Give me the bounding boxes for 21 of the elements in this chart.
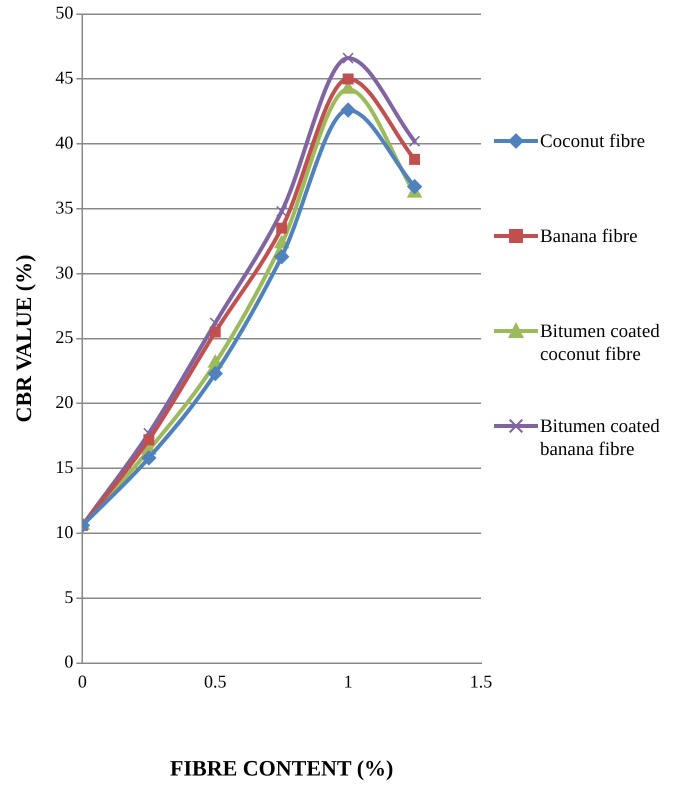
y-tick-label: 0 [64,652,74,672]
x-tick-label: 0.5 [204,672,227,692]
y-tick-label: 45 [55,68,74,88]
y-tick-label: 5 [64,586,74,607]
legend-label: Banana fibre [540,225,638,248]
y-tick-label: 40 [55,132,74,153]
y-tick-label: 20 [55,392,74,412]
legend-label: Bitumen coated banana fibre [540,415,661,461]
y-tick-label: 25 [55,327,74,348]
y-tick-label: 10 [55,522,74,542]
x-tick-label: 0 [78,672,87,692]
x-tick-label: 1.5 [470,672,492,692]
legend-label: Bitumen coated coconut fibre [540,320,661,366]
y-tick-label: 15 [55,457,74,478]
y-axis-title: CBR VALUE (%) [10,254,36,422]
x-tick-label: 1 [344,672,353,692]
y-tick-label: 35 [55,197,74,218]
y-tick-label: 50 [55,2,74,23]
legend-label: Coconut fibre [540,130,646,153]
x-axis-title: FIBRE CONTENT (%) [170,755,394,780]
y-tick-label: 30 [55,262,74,282]
